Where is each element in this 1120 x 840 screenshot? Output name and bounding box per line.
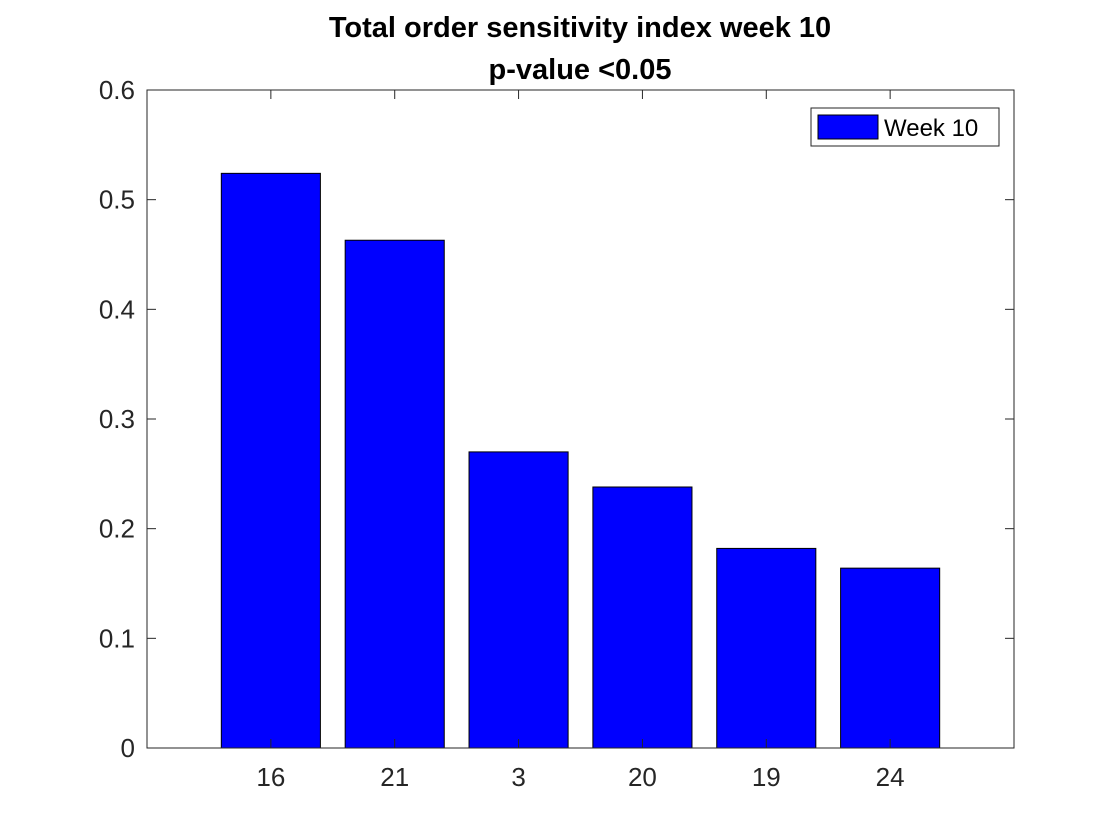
x-tick-label: 21 [380,762,409,792]
bar-3 [468,451,569,749]
legend: Week 10 [810,107,1000,147]
plot-frame [146,89,1015,749]
y-tick-label: 0.5 [99,185,135,215]
x-tick-label: 24 [876,762,905,792]
bar-20 [592,486,693,749]
bar-16 [220,172,321,749]
bar-21 [344,239,445,749]
chart-title: Total order sensitivity index week 10 [329,12,831,44]
y-tick-label: 0.4 [99,294,135,324]
y-tick-label: 0.2 [99,514,135,544]
y-tick-label: 0 [121,733,135,763]
y-tick-label: 0.6 [99,75,135,105]
y-tick-label: 0.1 [99,623,135,653]
legend-entry-week-10: Week 10 [884,115,978,142]
x-tick-label: 19 [752,762,781,792]
bars-layer [220,172,941,749]
legend-swatch [817,114,879,140]
chart-subtitle: p-value <0.05 [489,54,672,86]
bar-24 [840,567,941,749]
bar-19 [716,547,817,749]
x-tick-label: 20 [628,762,657,792]
x-tick-label: 3 [511,762,525,792]
ticks-layer: 16 21 3 20 19 24 0 0.1 0.2 0.3 0.4 0.5 0.6 [99,75,1014,792]
y-tick-label: 0.3 [99,404,135,434]
x-tick-label: 16 [256,762,285,792]
